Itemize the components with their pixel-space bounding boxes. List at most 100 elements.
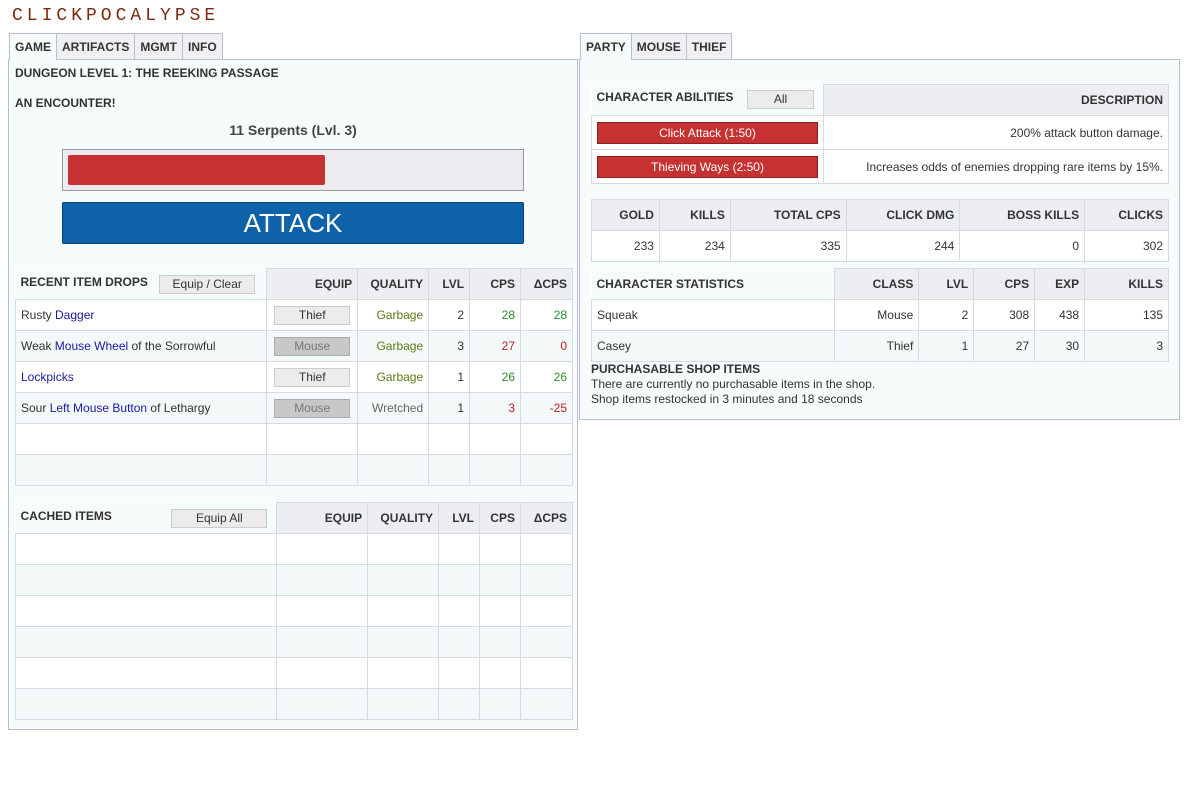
abilities-title: CHARACTER ABILITIES xyxy=(596,90,734,104)
item-name: Rusty Dagger xyxy=(14,299,268,331)
monster-name: 11 Serpents (Lvl. 3) xyxy=(229,122,357,138)
item-cps: 26 xyxy=(469,361,521,393)
encounter-label: AN ENCOUNTER! xyxy=(15,96,116,110)
item-prefix: Weak xyxy=(21,339,55,353)
monster-health-bar xyxy=(62,149,524,191)
item-link[interactable]: Dagger xyxy=(55,308,95,322)
character-lvl: 2 xyxy=(918,299,975,331)
empty-row xyxy=(14,564,574,596)
equip-item-button[interactable]: Mouse xyxy=(274,398,351,418)
character-stats-table: CHARACTER STATISTICS CLASS LVL CPS EXP K… xyxy=(590,268,1169,362)
tab-game[interactable]: GAME xyxy=(9,33,57,60)
tab-thief[interactable]: THIEF xyxy=(685,33,733,59)
col-lvl: LVL xyxy=(428,268,471,300)
item-link[interactable]: Lockpicks xyxy=(21,370,74,384)
empty-row xyxy=(14,595,574,627)
equip-item-button[interactable]: Thief xyxy=(274,305,351,325)
stat-click-dmg-header: CLICK DMG xyxy=(845,199,961,231)
col-quality: QUALITY xyxy=(357,268,430,300)
stat-kills-header: KILLS xyxy=(658,199,731,231)
party-stats-table: GOLD KILLS TOTAL CPS CLICK DMG BOSS KILL… xyxy=(591,199,1169,262)
all-abilities-button[interactable]: All xyxy=(747,90,814,109)
stat-gold: 233 xyxy=(591,230,660,262)
character-kills: 3 xyxy=(1084,330,1169,362)
ability-row: Thieving Ways (2:50) Increases odds of e… xyxy=(591,149,1169,184)
tab-artifacts[interactable]: ARTIFACTS xyxy=(56,33,136,59)
col-dcps: ΔCPS xyxy=(520,268,573,300)
cached-items-table: CACHED ITEMS Equip All EQUIP QUALITY LVL… xyxy=(14,502,574,720)
character-lvl: 1 xyxy=(918,330,975,362)
cached-items-header: CACHED ITEMS Equip All xyxy=(15,502,277,534)
col-dcps: ΔCPS xyxy=(519,502,574,534)
table-row: Lockpicks Thief Garbage 1 26 26 xyxy=(14,361,573,393)
stat-boss-kills-header: BOSS KILLS xyxy=(959,199,1086,231)
item-lvl: 3 xyxy=(428,330,471,362)
item-quality: Garbage xyxy=(357,330,430,362)
recent-drops-header: RECENT ITEM DROPS Equip / Clear xyxy=(15,268,267,300)
empty-row xyxy=(14,626,574,658)
equip-all-button[interactable]: Equip All xyxy=(171,509,268,528)
empty-row xyxy=(14,688,574,720)
item-lvl: 1 xyxy=(428,392,471,424)
item-dcps: 26 xyxy=(520,361,573,393)
empty-row xyxy=(14,657,574,689)
recent-drops-title: RECENT ITEM DROPS xyxy=(20,275,148,289)
game-panel: DUNGEON LEVEL 1: THE REEKING PASSAGE AN … xyxy=(8,59,578,730)
dungeon-name: DUNGEON LEVEL 1: THE REEKING PASSAGE xyxy=(15,66,279,80)
item-quality: Garbage xyxy=(357,361,430,393)
item-suffix: of Lethargy xyxy=(147,401,211,415)
col-quality: QUALITY xyxy=(367,502,440,534)
item-name: Sour Left Mouse Button of Lethargy xyxy=(14,392,268,424)
character-cps: 27 xyxy=(973,330,1036,362)
table-row: Weak Mouse Wheel of the Sorrowful Mouse Ga… xyxy=(14,330,573,362)
col-cps: CPS xyxy=(973,268,1036,300)
equip-clear-button[interactable]: Equip / Clear xyxy=(159,275,256,294)
item-dcps: 0 xyxy=(520,330,573,362)
col-cps: CPS xyxy=(479,502,521,534)
character-cps: 308 xyxy=(973,299,1036,331)
item-cps: 3 xyxy=(469,392,521,424)
thieving-ways-ability-button[interactable]: Thieving Ways (2:50) xyxy=(597,155,818,178)
ability-row: Click Attack (1:50) 200% attack button d… xyxy=(591,115,1169,150)
attack-button[interactable]: ATTACK xyxy=(62,202,524,244)
table-row: Sour Left Mouse Button of Lethargy Mouse W… xyxy=(14,392,573,424)
ability-description: 200% attack button damage. xyxy=(823,115,1169,150)
click-attack-ability-button[interactable]: Click Attack (1:50) xyxy=(597,121,818,144)
col-kills: KILLS xyxy=(1084,268,1169,300)
tab-info[interactable]: INFO xyxy=(182,33,223,59)
item-cps: 28 xyxy=(469,299,521,331)
recent-drops-table: RECENT ITEM DROPS Equip / Clear EQUIP QU… xyxy=(14,268,573,486)
tab-party[interactable]: PARTY xyxy=(580,33,632,60)
item-cps: 27 xyxy=(469,330,521,362)
ability-description: Increases odds of enemies dropping rare … xyxy=(823,149,1169,184)
party-panel: CHARACTER ABILITIES All DESCRIPTION Clic… xyxy=(579,59,1180,420)
tab-mouse[interactable]: MOUSE xyxy=(630,33,687,59)
monster-health-fill xyxy=(68,155,325,185)
abilities-table: CHARACTER ABILITIES All DESCRIPTION Clic… xyxy=(591,84,1169,184)
item-lvl: 2 xyxy=(428,299,471,331)
character-class: Thief xyxy=(834,330,920,362)
item-link[interactable]: Left Mouse Button xyxy=(49,401,148,415)
left-tab-bar: GAME ARTIFACTS MGMT INFO xyxy=(9,33,223,60)
character-stats-title: CHARACTER STATISTICS xyxy=(591,268,835,300)
col-lvl: LVL xyxy=(438,502,481,534)
item-quality: Wretched xyxy=(357,392,430,424)
item-link[interactable]: Mouse Wheel xyxy=(54,339,129,353)
tab-mgmt[interactable]: MGMT xyxy=(134,33,183,59)
shop-title: PURCHASABLE SHOP ITEMS xyxy=(591,362,761,376)
character-name: Casey xyxy=(590,330,836,362)
item-dcps: 28 xyxy=(520,299,573,331)
character-exp: 30 xyxy=(1034,330,1086,362)
character-row: Squeak Mouse 2 308 438 135 xyxy=(590,299,1169,331)
empty-row xyxy=(14,533,574,565)
col-class: CLASS xyxy=(834,268,920,300)
stat-clicks-header: CLICKS xyxy=(1084,199,1169,231)
item-name: Lockpicks xyxy=(14,361,268,393)
col-cps: CPS xyxy=(469,268,521,300)
equip-item-button[interactable]: Thief xyxy=(274,367,351,387)
equip-item-button[interactable]: Mouse xyxy=(274,336,351,356)
stat-gold-header: GOLD xyxy=(591,199,660,231)
character-class: Mouse xyxy=(834,299,920,331)
character-name: Squeak xyxy=(590,299,836,331)
stat-total-cps-header: TOTAL CPS xyxy=(729,199,847,231)
